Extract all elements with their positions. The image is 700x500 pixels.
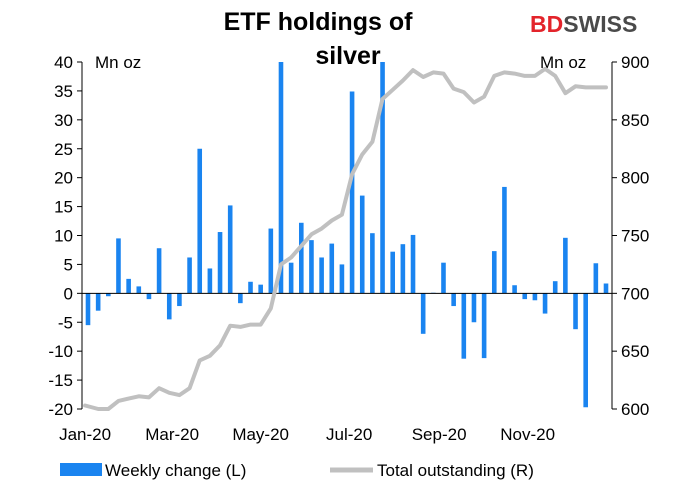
weekly-change-bars	[85, 62, 609, 408]
chart-title-line-2: silver	[315, 42, 381, 70]
weekly-change-bar	[349, 91, 355, 294]
weekly-change-bar	[329, 243, 335, 294]
weekly-change-bar	[248, 281, 253, 294]
weekly-change-bar	[268, 228, 274, 294]
left-tick-label: -10	[48, 342, 73, 361]
weekly-change-bar	[522, 293, 528, 300]
weekly-change-bar	[400, 244, 406, 294]
weekly-change-bar	[451, 293, 456, 307]
weekly-change-bar	[339, 264, 345, 294]
weekly-change-bar	[370, 233, 375, 294]
weekly-change-bar	[563, 237, 568, 294]
legend-label-total-outstanding: Total outstanding (R)	[377, 461, 534, 480]
left-tick-label: 25	[54, 140, 73, 159]
weekly-change-bar	[258, 284, 263, 294]
weekly-change-bar	[319, 257, 324, 294]
weekly-change-bar	[278, 62, 284, 294]
weekly-change-bar	[471, 293, 477, 323]
legend-label-weekly-change: Weekly change (L)	[105, 461, 246, 480]
left-tick-label: -15	[48, 371, 73, 390]
weekly-change-bar	[298, 222, 304, 294]
weekly-change-bar	[177, 293, 182, 307]
x-axis-ticks: Jan-20 Mar-20 May-20 Jul-20 Sep-20 Nov-20	[59, 425, 555, 444]
weekly-change-bar	[420, 293, 426, 334]
logo-text: BDSWISS	[530, 11, 637, 37]
weekly-change-bar	[552, 281, 558, 294]
left-tick-label: 10	[54, 227, 73, 246]
weekly-change-bar	[410, 234, 416, 294]
x-tick-label: Nov-20	[500, 425, 555, 444]
weekly-change-bar	[238, 293, 243, 304]
x-tick-label: Jul-20	[326, 425, 372, 444]
right-tick-label: 650	[621, 342, 649, 361]
weekly-change-bar	[85, 293, 91, 326]
weekly-change-bar	[512, 285, 517, 294]
right-tick-label: 750	[621, 227, 649, 246]
weekly-change-bar	[359, 195, 365, 294]
left-tick-label: 20	[54, 169, 73, 188]
weekly-change-bar	[441, 262, 446, 294]
weekly-change-bar	[380, 62, 385, 294]
left-tick-label: 5	[64, 255, 73, 274]
chart-title-line-1: ETF holdings of	[224, 8, 414, 36]
weekly-change-bar	[116, 238, 121, 294]
weekly-change-bar	[106, 293, 111, 297]
weekly-change-bar	[146, 293, 152, 300]
weekly-change-bar	[491, 251, 497, 294]
x-tick-label: Sep-20	[412, 425, 467, 444]
weekly-change-bar	[573, 293, 578, 330]
weekly-change-bar	[187, 257, 192, 294]
left-tick-label: 0	[64, 284, 73, 303]
x-tick-label: May-20	[232, 425, 289, 444]
weekly-change-bar	[593, 263, 599, 294]
weekly-change-bar	[227, 205, 233, 294]
weekly-change-bar	[156, 248, 162, 294]
total-outstanding-line	[83, 66, 608, 411]
left-tick-label: 30	[54, 111, 73, 130]
right-unit-label: Mn oz	[540, 53, 586, 72]
weekly-change-bar	[542, 293, 548, 314]
logo-part-bd: BD	[530, 11, 563, 37]
weekly-change-bar	[136, 286, 142, 294]
weekly-change-bar	[461, 293, 467, 359]
weekly-change-bar	[217, 232, 223, 294]
logo-part-swiss: SWISS	[563, 11, 637, 37]
right-tick-label: 900	[621, 53, 649, 72]
left-tick-label: 40	[54, 53, 73, 72]
bdswiss-logo: BDSWISS	[530, 11, 637, 37]
left-tick-label: 35	[54, 82, 73, 101]
left-tick-label: 15	[54, 198, 73, 217]
weekly-change-bar	[126, 278, 131, 294]
weekly-change-bar	[197, 148, 203, 294]
x-tick-label: Mar-20	[145, 425, 199, 444]
left-unit-label: Mn oz	[95, 53, 141, 72]
weekly-change-bar	[390, 251, 396, 294]
weekly-change-bar	[481, 293, 487, 359]
right-tick-label: 700	[621, 284, 649, 303]
right-axis-ticks: 900 850 800 750 700 650 600	[612, 53, 649, 419]
weekly-change-bar	[502, 186, 507, 294]
left-axis-ticks: 40 35 30 25 20 15 10 5 0 -5 -10 -15 -20	[48, 53, 82, 419]
weekly-change-bar	[288, 262, 294, 294]
right-tick-label: 850	[621, 111, 649, 130]
weekly-change-bar	[583, 293, 588, 408]
weekly-change-bar	[309, 240, 314, 294]
left-tick-label: -5	[58, 313, 73, 332]
weekly-change-bar	[95, 293, 101, 311]
left-tick-label: -20	[48, 400, 73, 419]
weekly-change-bar	[166, 293, 172, 320]
legend-swatch-weekly-change	[60, 463, 102, 476]
weekly-change-bar	[207, 268, 213, 294]
legend: Weekly change (L) Total outstanding (R)	[60, 461, 534, 480]
weekly-change-bar	[532, 293, 538, 301]
x-tick-label: Jan-20	[59, 425, 111, 444]
total-outstanding-line-layer	[83, 66, 608, 411]
weekly-change-bar	[603, 283, 609, 294]
right-tick-label: 600	[621, 400, 649, 419]
right-tick-label: 800	[621, 169, 649, 188]
